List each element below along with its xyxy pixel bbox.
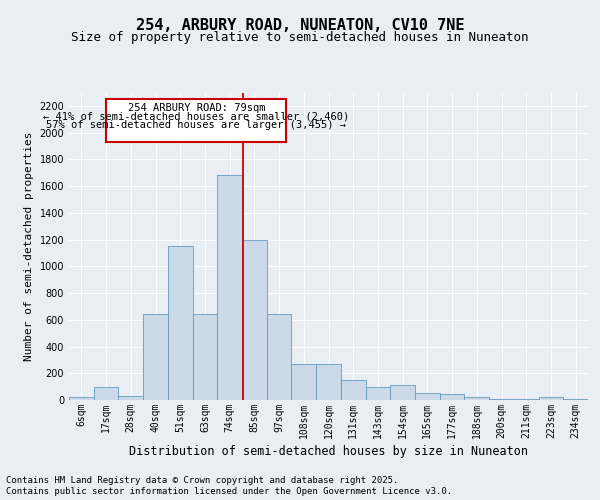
Bar bbox=[267, 314, 292, 400]
Bar bbox=[94, 386, 118, 400]
Text: Contains public sector information licensed under the Open Government Licence v3: Contains public sector information licen… bbox=[6, 488, 452, 496]
Bar bbox=[193, 314, 217, 400]
Bar bbox=[341, 380, 365, 400]
Bar bbox=[69, 398, 94, 400]
Y-axis label: Number of semi-detached properties: Number of semi-detached properties bbox=[24, 132, 34, 361]
Bar bbox=[440, 394, 464, 400]
Bar bbox=[563, 398, 588, 400]
Bar bbox=[415, 392, 440, 400]
Text: 57% of semi-detached houses are larger (3,455) →: 57% of semi-detached houses are larger (… bbox=[46, 120, 346, 130]
Text: ← 41% of semi-detached houses are smaller (2,460): ← 41% of semi-detached houses are smalle… bbox=[43, 112, 349, 122]
Text: 254, ARBURY ROAD, NUNEATON, CV10 7NE: 254, ARBURY ROAD, NUNEATON, CV10 7NE bbox=[136, 18, 464, 32]
Bar bbox=[539, 398, 563, 400]
Bar bbox=[242, 240, 267, 400]
Bar bbox=[489, 398, 514, 400]
Text: Size of property relative to semi-detached houses in Nuneaton: Size of property relative to semi-detach… bbox=[71, 31, 529, 44]
Bar bbox=[365, 386, 390, 400]
Bar bbox=[143, 314, 168, 400]
Text: Contains HM Land Registry data © Crown copyright and database right 2025.: Contains HM Land Registry data © Crown c… bbox=[6, 476, 398, 485]
Text: 254 ARBURY ROAD: 79sqm: 254 ARBURY ROAD: 79sqm bbox=[128, 102, 265, 113]
Bar bbox=[217, 176, 242, 400]
Bar bbox=[292, 364, 316, 400]
FancyBboxPatch shape bbox=[106, 98, 286, 142]
Bar bbox=[118, 396, 143, 400]
X-axis label: Distribution of semi-detached houses by size in Nuneaton: Distribution of semi-detached houses by … bbox=[129, 445, 528, 458]
Bar bbox=[514, 398, 539, 400]
Bar bbox=[168, 246, 193, 400]
Bar bbox=[464, 396, 489, 400]
Bar bbox=[316, 364, 341, 400]
Bar bbox=[390, 386, 415, 400]
